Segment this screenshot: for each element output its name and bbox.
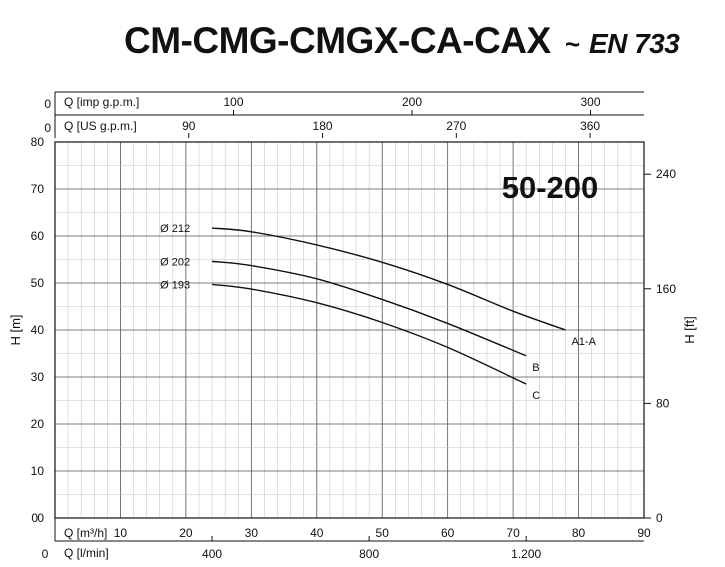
x-tick-label: 90 [637, 526, 651, 540]
us-gpm-axis-label: Q [US g.p.m.] [64, 119, 137, 133]
imp-gpm-tick-label: 300 [581, 95, 601, 109]
lmin-axis-label: Q [l/min] [64, 546, 109, 560]
curves [211, 227, 566, 385]
model-label: 50-200 [502, 170, 599, 205]
x-tick-label: 20 [179, 526, 193, 540]
y-tick-label: 60 [31, 229, 45, 243]
ft-tick-label: 160 [656, 282, 676, 296]
y-tick-label: 20 [31, 417, 45, 431]
y-axis-label: H [m] [8, 314, 23, 345]
x-tick-label: 80 [572, 526, 586, 540]
x-tick-label: 30 [245, 526, 259, 540]
y-tick-label: 50 [31, 276, 45, 290]
imp-gpm-tick-label: 100 [223, 95, 243, 109]
lmin-tick-label: 800 [359, 547, 379, 561]
series-end-label: B [532, 362, 539, 374]
ft-axis-label: H [ft] [682, 316, 697, 343]
x-tick-label: 70 [506, 526, 520, 540]
x-tick-label: 60 [441, 526, 455, 540]
ft-tick-label: 80 [656, 396, 670, 410]
imp-gpm-axis-label: Q [imp g.p.m.] [64, 95, 139, 109]
x-tick-label: 40 [310, 526, 324, 540]
series-diameter-label: Ø 202 [160, 256, 190, 268]
lmin-origin: 0 [42, 547, 49, 561]
lmin-tick-label: 400 [202, 547, 222, 561]
us-gpm-origin: 0 [44, 121, 51, 135]
series-curve-2 [211, 260, 527, 357]
plot-frame [54, 141, 645, 519]
series-diameter-label: Ø 212 [160, 223, 190, 235]
title-standard: EN 733 [588, 28, 680, 59]
y-tick-label: 80 [31, 135, 45, 149]
series-end-label: C [532, 390, 540, 402]
imp-gpm-origin: 0 [44, 97, 51, 111]
title-model-range: CM-CMG-CMGX-CA-CAX [124, 20, 551, 61]
y-tick-label: 30 [31, 370, 45, 384]
ft-tick-label: 240 [656, 167, 676, 181]
chart-title: CM-CMG-CMGX-CA-CAX ~ EN 733 [124, 20, 680, 62]
us-gpm-tick-label: 360 [580, 119, 600, 133]
series-curve-3 [211, 283, 527, 385]
title-tilde: ~ [564, 29, 580, 59]
x-axis-label: Q [m³/h] [64, 526, 107, 540]
series-diameter-label: Ø 193 [160, 279, 190, 291]
x-tick-label: 10 [114, 526, 128, 540]
grid [55, 142, 644, 518]
series-curve-1 [212, 227, 566, 331]
ft-tick-label: 0 [656, 511, 663, 525]
lmin-tick-label: 1.200 [511, 547, 541, 561]
imp-gpm-tick-label: 200 [402, 95, 422, 109]
y-tick-label: 0 [37, 511, 44, 525]
y-tick-label: 40 [31, 323, 45, 337]
x-tick-label: 50 [376, 526, 390, 540]
us-gpm-tick-label: 90 [182, 119, 196, 133]
axes [54, 91, 651, 542]
us-gpm-tick-label: 180 [313, 119, 333, 133]
y-origin-label: 0 [31, 511, 38, 525]
y-tick-label: 70 [31, 182, 45, 196]
series-end-label: A1-A [571, 336, 596, 348]
y-tick-label: 10 [31, 464, 45, 478]
us-gpm-tick-label: 270 [446, 119, 466, 133]
